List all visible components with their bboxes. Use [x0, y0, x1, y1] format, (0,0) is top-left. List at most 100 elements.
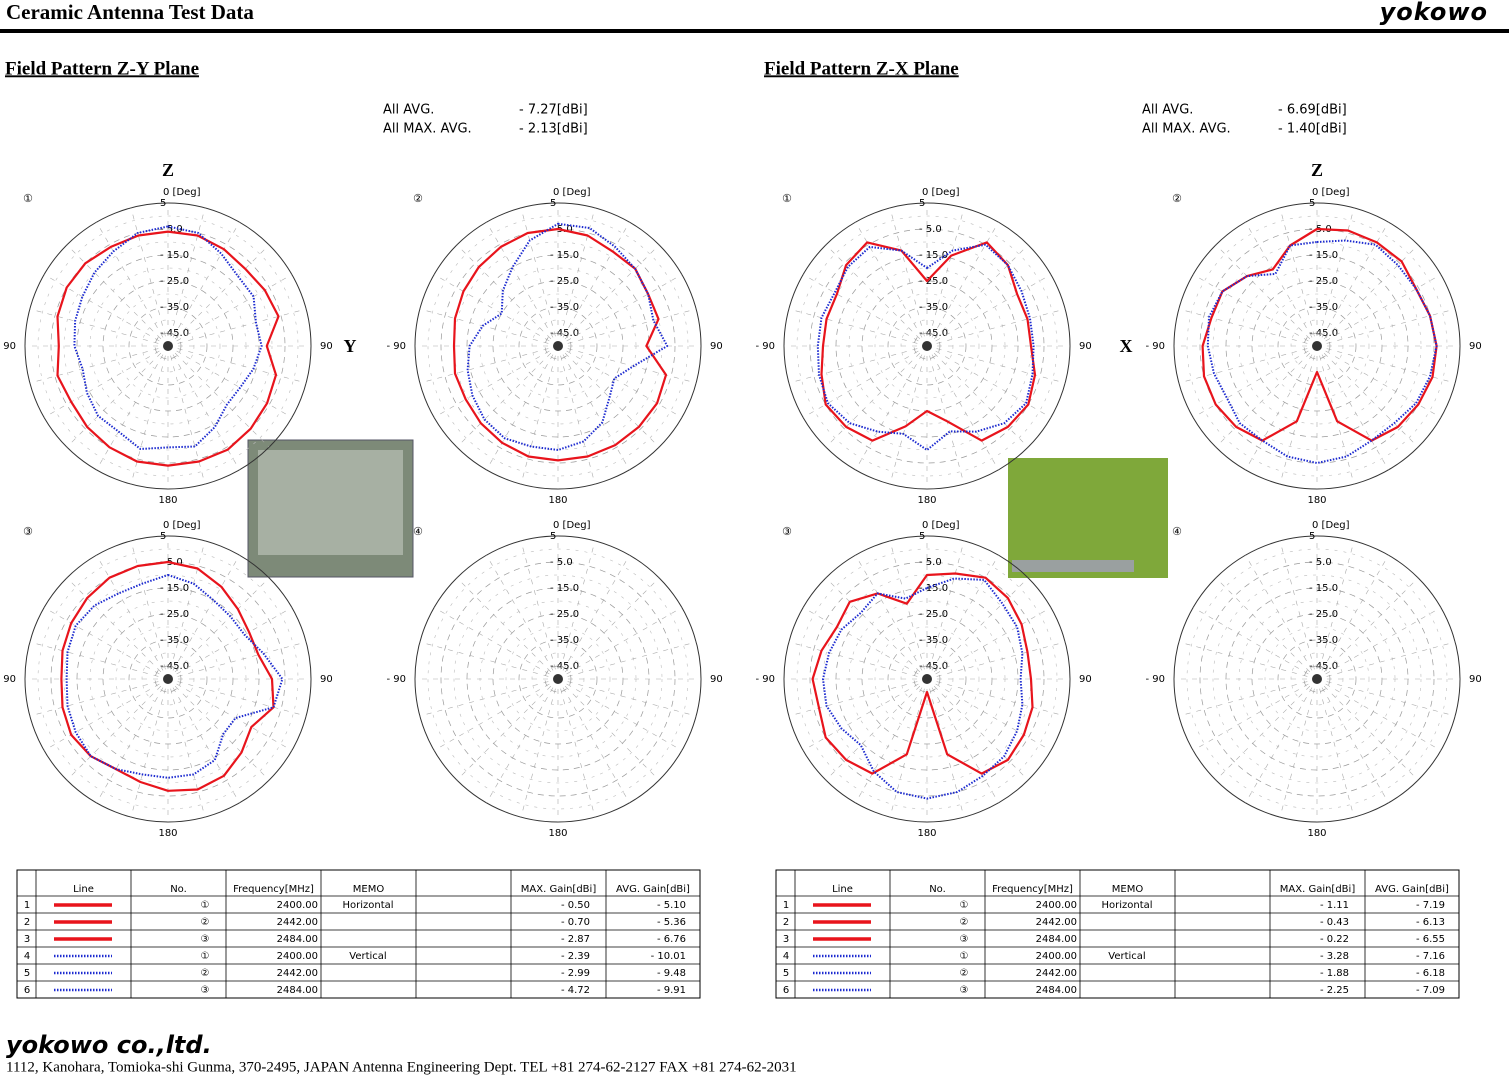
grid-spoke [929, 540, 965, 670]
pattern-curve [60, 560, 275, 792]
table-header: MAX. Gain[dBi] [521, 884, 597, 895]
grid-spoke [803, 683, 919, 751]
grid-spoke [1323, 577, 1419, 673]
row-avg: - 7.19 [1416, 900, 1445, 911]
r-tick-label: - 5.0 [919, 557, 942, 568]
table-header: MEMO [1112, 884, 1144, 895]
grid-spoke [1323, 352, 1419, 448]
grid-spoke [1325, 274, 1441, 342]
row-index: 1 [783, 900, 789, 911]
photo [1008, 458, 1168, 578]
grid-spoke [560, 688, 596, 818]
row-max: - 1.88 [1320, 968, 1349, 979]
grid-spoke [566, 607, 682, 675]
grid-spoke [176, 350, 292, 418]
grid-spoke [177, 681, 307, 717]
r-tick-label: - 25.0 [1309, 609, 1338, 620]
plot-marker: ② [413, 192, 423, 205]
angle-label: 90 [710, 674, 723, 685]
row-freq: 2400.00 [277, 900, 318, 911]
table-header: Frequency[MHz] [992, 884, 1073, 895]
grid-spoke [562, 687, 630, 803]
center [922, 341, 932, 351]
row-avg: - 6.76 [657, 934, 686, 945]
grid-spoke [130, 355, 166, 485]
grid-spoke [434, 607, 550, 675]
r-tick-label: 5 [160, 198, 166, 209]
grid-spoke [560, 355, 596, 485]
axis-letter: Z [162, 160, 174, 180]
grid-spoke [29, 348, 159, 384]
plot-marker: ② [1172, 192, 1182, 205]
grid-spoke [889, 207, 925, 337]
grid-spoke [1323, 244, 1419, 340]
grid-spoke [1325, 683, 1441, 751]
row-avg: - 7.16 [1416, 951, 1445, 962]
grid-ring-mid [37, 215, 299, 477]
grid-spoke [174, 685, 270, 781]
grid-spoke [170, 355, 206, 485]
grid-spoke [931, 555, 999, 671]
grid-spoke [931, 354, 999, 470]
r-tick-label: - 15.0 [1309, 250, 1338, 261]
grid-spoke [1215, 685, 1311, 781]
row-no: ② [201, 917, 210, 928]
grid-spoke [1193, 350, 1309, 418]
table-header: AVG. Gain[dBi] [616, 884, 690, 895]
r-tick-label: 5 [160, 531, 166, 542]
grid-spoke [29, 308, 159, 344]
grid-spoke [1326, 641, 1456, 677]
grid-spoke [1319, 688, 1355, 818]
grid-spoke [931, 687, 999, 803]
grid-spoke [1321, 354, 1389, 470]
grid-spoke [170, 688, 206, 818]
grid-ring-mid [63, 241, 273, 451]
grid-spoke [567, 641, 697, 677]
table-header: Line [73, 884, 94, 895]
row-memo: Horizontal [1101, 900, 1152, 911]
grid-spoke [855, 687, 923, 803]
row-index: 3 [783, 934, 789, 945]
row-avg: - 6.55 [1416, 934, 1445, 945]
grid-spoke [560, 207, 596, 337]
grid-spoke [434, 683, 550, 751]
grid-spoke [1319, 207, 1355, 337]
row-index: 3 [24, 934, 30, 945]
grid-spoke [66, 577, 162, 673]
stat-value: - 2.13[dBi] [519, 122, 588, 137]
grid-spoke [419, 308, 549, 344]
r-tick-label: - 45.0 [1309, 328, 1338, 339]
grid-spoke [788, 348, 918, 384]
angle-label: 180 [548, 495, 567, 506]
grid-spoke [434, 274, 550, 342]
grid-ring-mid [796, 548, 1058, 810]
r-tick-label: - 15.0 [1309, 583, 1338, 594]
row-max: - 2.39 [561, 951, 590, 962]
angle-label: - 90 [386, 674, 406, 685]
grid-ring [887, 639, 967, 719]
grid-spoke [170, 207, 206, 337]
grid-spoke [170, 540, 206, 670]
grid-spoke [1245, 555, 1313, 671]
row-index: 6 [783, 985, 789, 996]
grid-ring-mid [874, 293, 980, 399]
grid-spoke [1279, 207, 1315, 337]
plot-marker: ③ [782, 525, 792, 538]
grid-spoke [419, 641, 549, 677]
grid-spoke [174, 352, 270, 448]
stat-label: All MAX. AVG. [1142, 122, 1231, 137]
grid-spoke [566, 274, 682, 342]
pattern-curve [56, 230, 280, 467]
row-avg: - 5.10 [657, 900, 686, 911]
grid-ring-mid [1264, 293, 1370, 399]
center [163, 341, 173, 351]
footer-address: 1112, Kanohara, Tomioka-shi Gunma, 370-2… [6, 1059, 797, 1075]
section-heading: Field Pattern Z-Y Plane [5, 58, 199, 79]
r-tick-label: - 15.0 [550, 250, 579, 261]
grid-spoke [1215, 244, 1311, 340]
r-tick-label: 5 [550, 531, 556, 542]
grid-spoke [1193, 683, 1309, 751]
row-freq: 2442.00 [1036, 968, 1077, 979]
axis-letter: X [1120, 336, 1133, 356]
grid-spoke [933, 244, 1029, 340]
